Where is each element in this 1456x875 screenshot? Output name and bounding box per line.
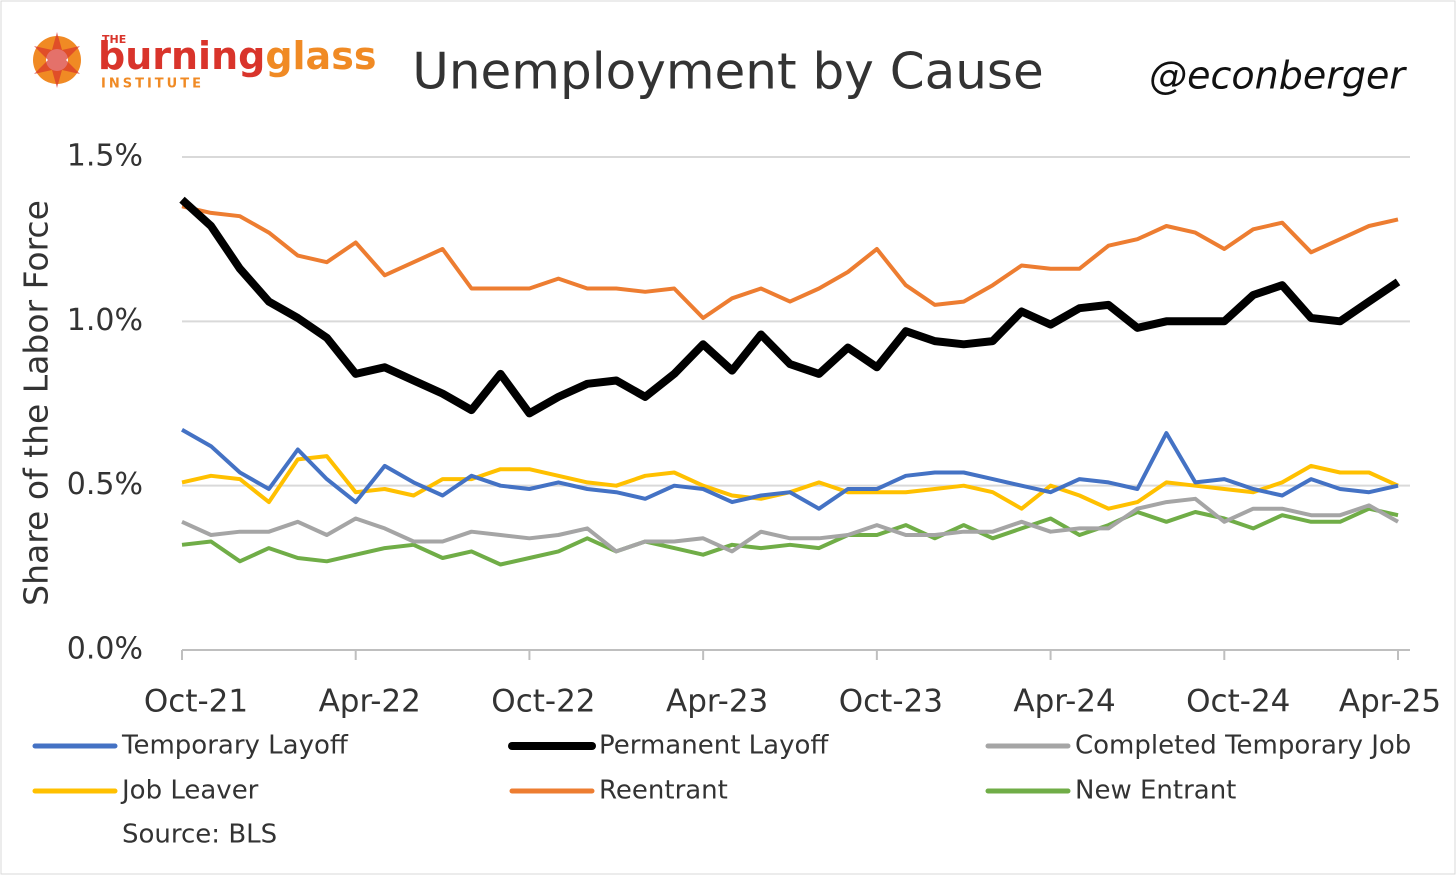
y-tick-label: 0.5% (67, 467, 143, 502)
logo-name2: glass (265, 34, 376, 78)
legend-label: Reentrant (599, 776, 728, 806)
logo-name: burningglass (98, 34, 376, 78)
x-tick-label: Apr-22 (319, 684, 421, 720)
logo-name1: burning (98, 34, 265, 78)
series-line (179, 196, 1401, 418)
x-tick-label: Apr-24 (1013, 684, 1115, 720)
x-tick-label: Apr-25 (1339, 684, 1441, 720)
legend-label: Job Leaver (120, 776, 259, 806)
logo-the: THE (102, 33, 126, 46)
series-line (181, 428, 1399, 511)
y-tick-label: 1.5% (67, 139, 143, 174)
logo-icon (33, 32, 81, 88)
y-tick-label: 1.0% (67, 303, 143, 338)
legend-label: New Entrant (1075, 776, 1236, 806)
legend-label: Temporary Layoff (121, 731, 349, 761)
legend-label: Completed Temporary Job (1075, 731, 1411, 761)
series-line (181, 204, 1399, 320)
series-line (181, 496, 1399, 554)
series-line (181, 506, 1399, 567)
x-tick-label: Oct-24 (1186, 684, 1290, 720)
y-axis-label: Share of the Labor Force (17, 200, 56, 606)
x-tick-label: Oct-22 (491, 684, 595, 720)
x-tick-label: Oct-23 (839, 684, 943, 720)
logo-sub: INSTITUTE (101, 77, 204, 92)
chart-title: Unemployment by Cause (412, 43, 1044, 101)
handle: @econberger (1149, 54, 1407, 98)
source: Source: BLS (122, 820, 277, 850)
legend-label: Permanent Layoff (599, 731, 829, 761)
x-tick-label: Apr-23 (666, 684, 768, 720)
x-tick-label: Oct-21 (144, 684, 248, 720)
y-tick-label: 0.0% (67, 632, 143, 667)
